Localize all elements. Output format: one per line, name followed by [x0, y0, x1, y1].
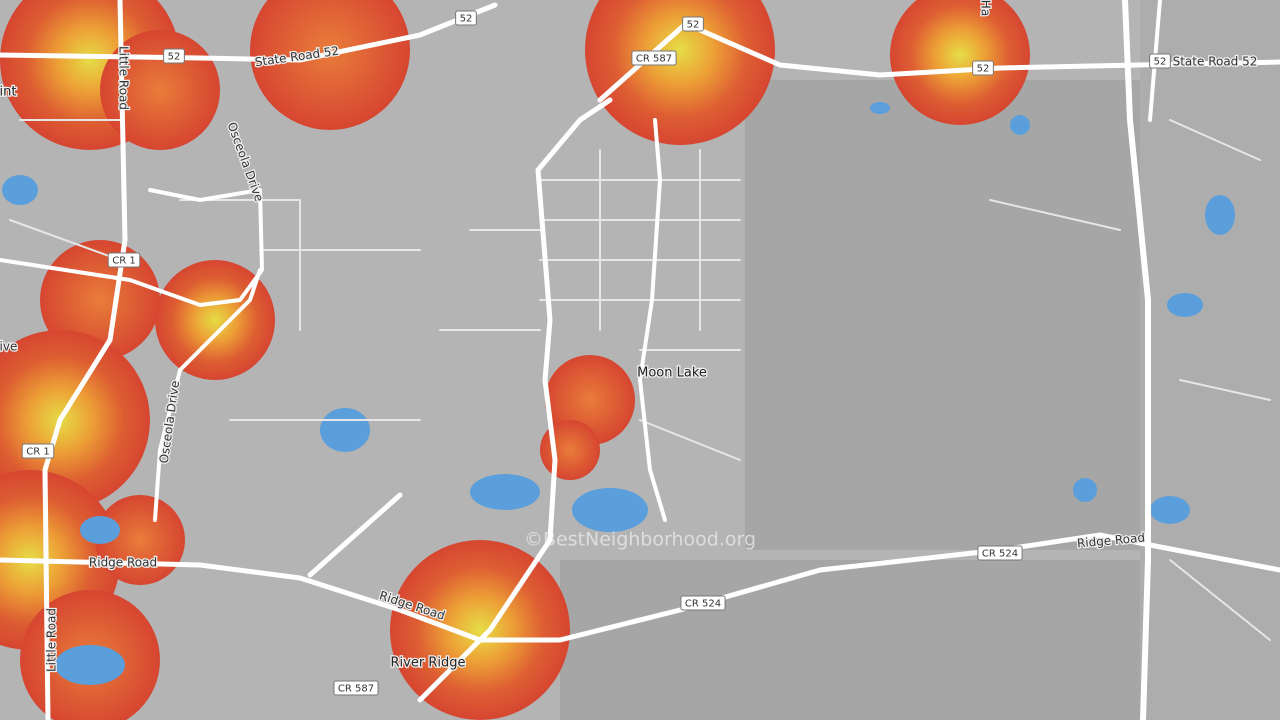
watermark: ©BestNeighborhood.org	[524, 529, 756, 551]
route-shield: 52	[682, 16, 704, 32]
route-shields: 52 52 52 52 52 CR 587 CR 587 CR 1 CR 1 CR 524 CR 5…	[21, 10, 1171, 696]
shield-box	[455, 10, 477, 26]
route-shield: 52	[1149, 53, 1171, 69]
place-label: int	[0, 85, 16, 100]
shield-box	[680, 595, 726, 611]
shield-text: CR 1	[112, 256, 135, 267]
place-label: Ridge Road	[89, 556, 157, 570]
shield-box	[972, 60, 994, 76]
place-label: River Ridge	[391, 656, 466, 671]
shield-text: 52	[977, 64, 990, 75]
shield-box	[107, 252, 141, 268]
shield-text: 52	[687, 20, 700, 31]
shield-box	[682, 16, 704, 32]
route-shield: CR 587	[333, 680, 379, 696]
minor-roads	[9, 119, 1271, 641]
shield-text: 52	[168, 52, 181, 63]
shield-text: CR 587	[636, 54, 672, 65]
heat-zones	[0, 0, 1030, 720]
shield-text: CR 524	[982, 549, 1018, 560]
shield-text: 52	[1154, 57, 1167, 68]
shield-box	[163, 48, 185, 64]
shield-text: 52	[460, 14, 473, 25]
route-shield: CR 524	[977, 545, 1023, 561]
shield-box	[631, 50, 677, 66]
shield-box	[977, 545, 1023, 561]
place-label: Little Road	[117, 46, 131, 110]
lakes	[2, 102, 1235, 685]
route-shield: 52	[163, 48, 185, 64]
shield-text: CR 524	[685, 599, 721, 610]
route-shield: CR 1	[21, 443, 55, 459]
shield-box	[1149, 53, 1171, 69]
route-shield: 52	[972, 60, 994, 76]
place-label: Little Road	[45, 608, 59, 672]
shield-text: CR 1	[26, 447, 49, 458]
route-shield: CR 587	[631, 50, 677, 66]
place-label: rive	[0, 340, 17, 354]
place-label: State Road 52	[1173, 55, 1258, 69]
shield-box	[333, 680, 379, 696]
place-label: Moon Lake	[637, 366, 707, 381]
route-shield: CR 1	[107, 252, 141, 268]
route-shield: CR 524	[680, 595, 726, 611]
shield-box	[21, 443, 55, 459]
shield-text: CR 587	[338, 684, 374, 695]
route-shield: 52	[455, 10, 477, 26]
place-label: Ha	[979, 0, 993, 16]
